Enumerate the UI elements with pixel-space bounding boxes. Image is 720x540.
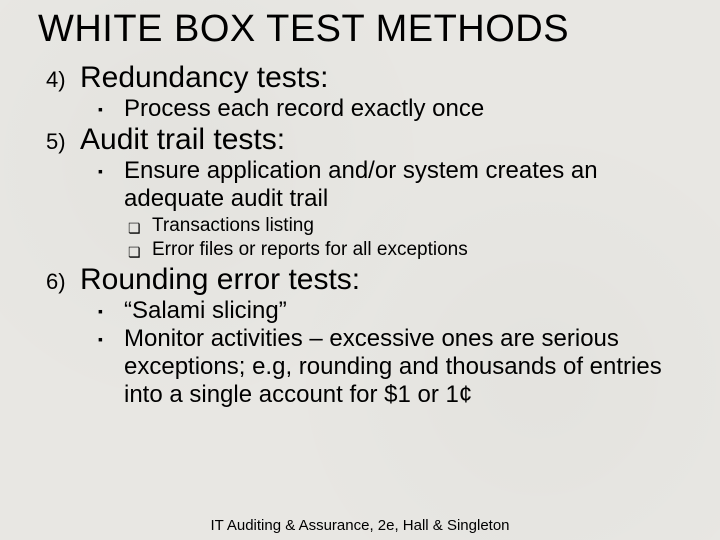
list-label: Rounding error tests:	[80, 263, 360, 297]
footer-text: IT Auditing & Assurance, 2e, Hall & Sing…	[0, 517, 720, 534]
bullet-item: ▪ Monitor activities – excessive ones ar…	[98, 325, 692, 409]
bullet-text: Monitor activities – excessive ones are …	[124, 325, 684, 409]
sub-text: Transactions listing	[152, 215, 314, 237]
list-number: 4)	[46, 67, 80, 93]
sub-item: ❏ Error files or reports for all excepti…	[128, 239, 692, 261]
list-item-5: 5) Audit trail tests:	[46, 123, 692, 157]
square-bullet-icon: ▪	[98, 325, 124, 353]
list-item-4: 4) Redundancy tests:	[46, 61, 692, 95]
slide-title: WHITE BOX TEST METHODS	[38, 8, 692, 51]
list-label: Redundancy tests:	[80, 61, 328, 95]
bullet-text: Ensure application and/or system creates…	[124, 157, 684, 213]
sub-item: ❏ Transactions listing	[128, 215, 692, 237]
sub-text: Error files or reports for all exception…	[152, 239, 468, 261]
hollow-square-icon: ❏	[128, 241, 152, 263]
hollow-square-icon: ❏	[128, 217, 152, 239]
bullet-text: “Salami slicing”	[124, 297, 287, 325]
bullet-item: ▪ Ensure application and/or system creat…	[98, 157, 692, 213]
bullet-text: Process each record exactly once	[124, 95, 484, 123]
list-item-6: 6) Rounding error tests:	[46, 263, 692, 297]
square-bullet-icon: ▪	[98, 297, 124, 325]
slide: WHITE BOX TEST METHODS 4) Redundancy tes…	[0, 0, 720, 409]
square-bullet-icon: ▪	[98, 157, 124, 185]
bullet-item: ▪ Process each record exactly once	[98, 95, 692, 123]
bullet-item: ▪ “Salami slicing”	[98, 297, 692, 325]
list-label: Audit trail tests:	[80, 123, 285, 157]
list-number: 5)	[46, 129, 80, 155]
square-bullet-icon: ▪	[98, 95, 124, 123]
list-number: 6)	[46, 269, 80, 295]
